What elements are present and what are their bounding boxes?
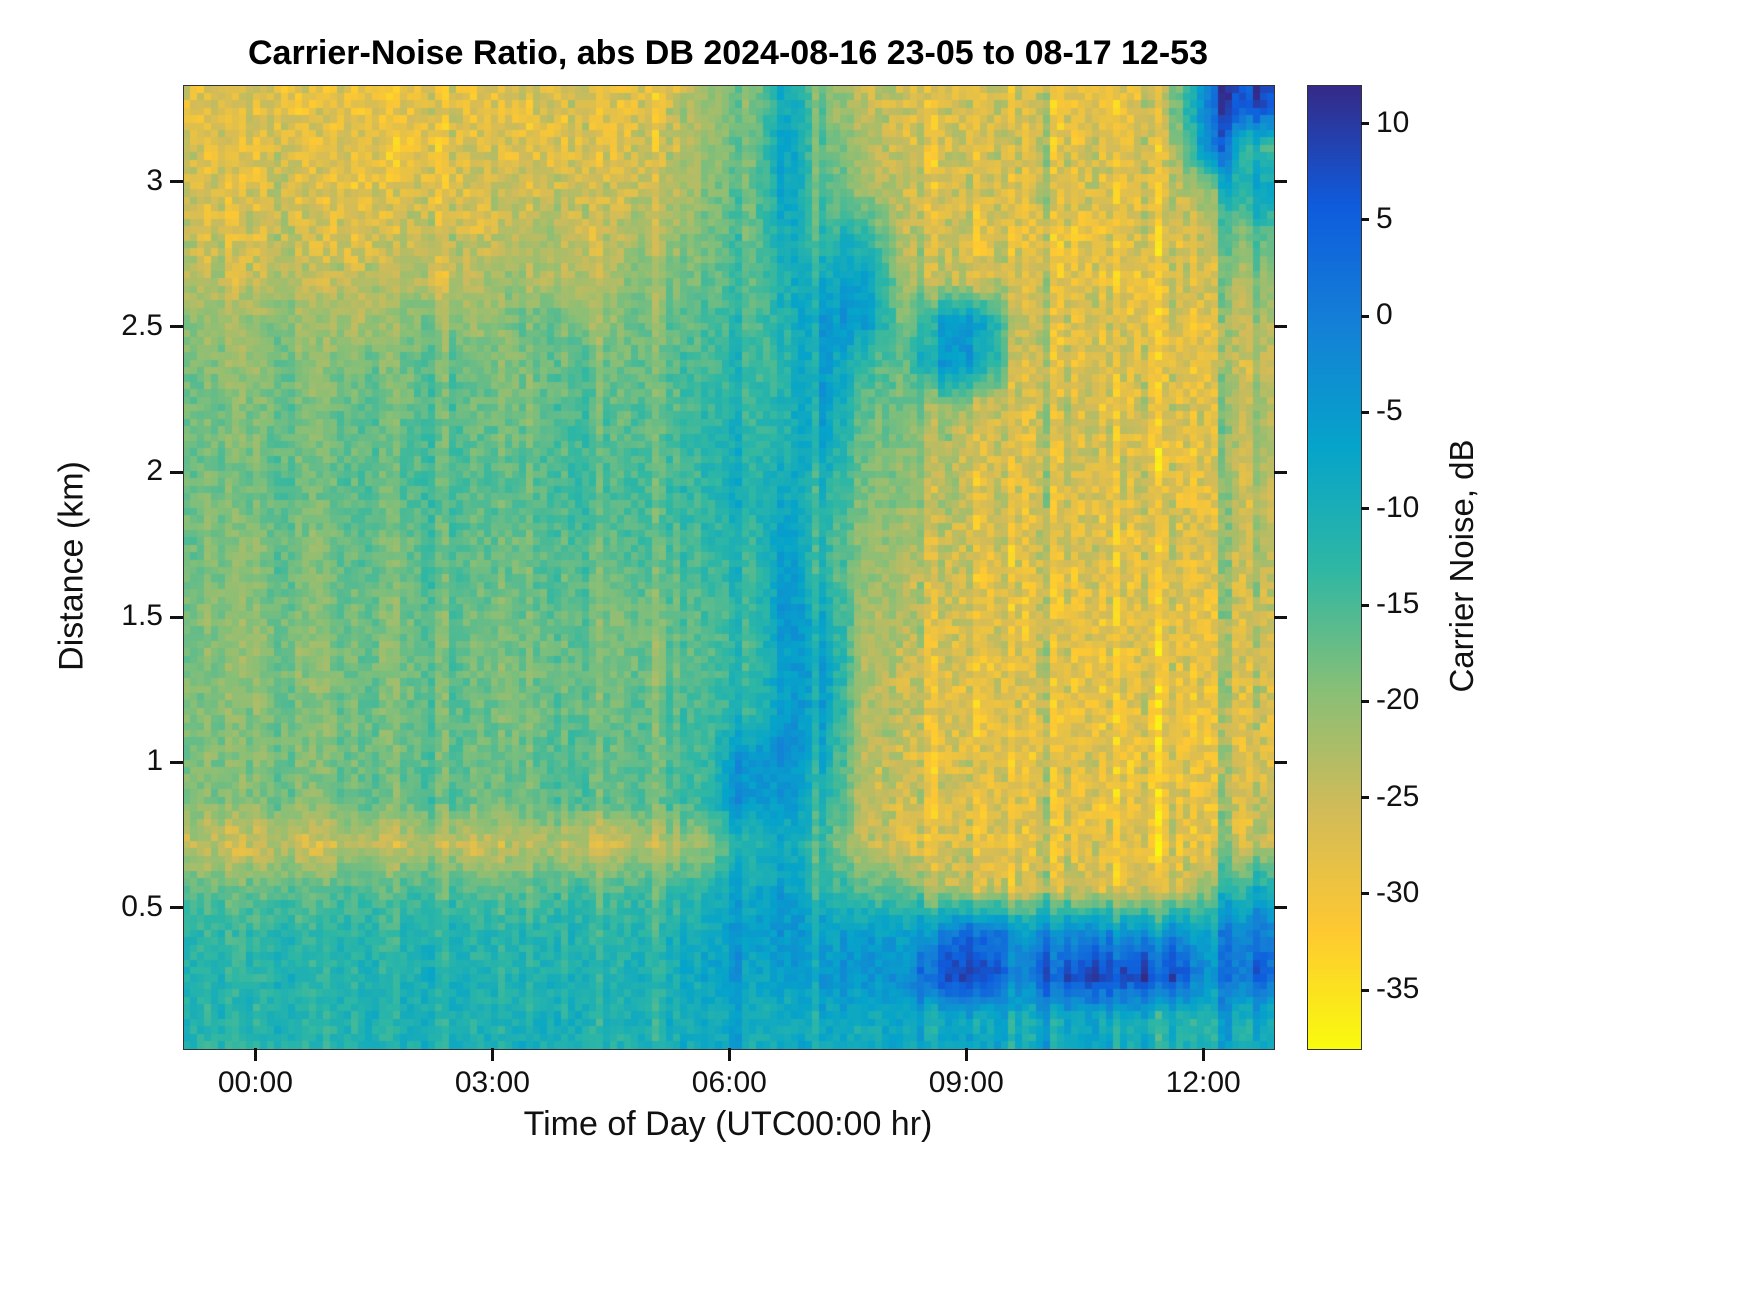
x-tick-mark: [253, 1048, 257, 1061]
colorbar-tick-label: -15: [1376, 587, 1420, 621]
x-tick-label: 09:00: [928, 1066, 1004, 1099]
colorbar-tick-mark: [1361, 218, 1369, 222]
heatmap-canvas: [183, 85, 1275, 1050]
colorbar-tick-mark: [1361, 122, 1369, 126]
colorbar-tick-mark: [1361, 507, 1369, 511]
x-tick-label: 06:00: [691, 1066, 767, 1099]
y-tick-mark: [170, 325, 183, 329]
x-tick-label: 03:00: [454, 1066, 530, 1099]
colorbar-tick-mark: [1361, 410, 1369, 414]
x-tick-mark: [490, 1048, 494, 1061]
colorbar-tick-label: 0: [1376, 298, 1393, 332]
colorbar-tick-label: -35: [1376, 972, 1420, 1006]
colorbar-label: Carrier Noise, dB: [1443, 439, 1480, 693]
y-tick-mark-right: [1274, 470, 1287, 474]
y-tick-label: 2: [146, 454, 163, 488]
colorbar-tick-label: 10: [1376, 105, 1410, 139]
colorbar-tick-label: -30: [1376, 875, 1420, 909]
chart-title: Carrier-Noise Ratio, abs DB 2024-08-16 2…: [247, 34, 1209, 72]
colorbar-tick-label: -20: [1376, 683, 1420, 717]
y-tick-mark: [170, 180, 183, 184]
x-tick-label: 12:00: [1165, 1066, 1241, 1099]
y-tick-label: 1: [146, 744, 163, 778]
colorbar-tick-mark: [1361, 314, 1369, 318]
y-tick-mark-right: [1274, 760, 1287, 764]
colorbar-tick-label: -5: [1376, 394, 1403, 428]
y-axis-label: Distance (km): [52, 461, 91, 671]
y-tick-label: 1.5: [121, 599, 163, 633]
y-tick-mark-right: [1274, 180, 1287, 184]
colorbar-tick-label: -10: [1376, 490, 1420, 524]
y-tick-label: 2.5: [121, 308, 163, 342]
x-tick-mark: [1201, 1048, 1205, 1061]
y-tick-mark-right: [1274, 615, 1287, 619]
y-tick-mark: [170, 615, 183, 619]
colorbar-tick-mark: [1361, 699, 1369, 703]
colorbar-tick-mark: [1361, 988, 1369, 992]
y-tick-mark-right: [1274, 325, 1287, 329]
colorbar-tick-mark: [1361, 796, 1369, 800]
x-axis-label: Time of Day (UTC00:00 hr): [523, 1105, 933, 1143]
y-tick-mark-right: [1274, 906, 1287, 910]
y-tick-label: 0.5: [121, 889, 163, 923]
colorbar-gradient: [1307, 85, 1362, 1050]
y-tick-label: 3: [146, 163, 163, 197]
colorbar-tick-mark: [1361, 603, 1369, 607]
y-tick-mark: [170, 906, 183, 910]
colorbar-tick-label: -25: [1376, 779, 1420, 813]
colorbar-tick-label: 5: [1376, 201, 1393, 235]
x-tick-label: 00:00: [217, 1066, 293, 1099]
y-tick-mark: [170, 470, 183, 474]
y-tick-mark: [170, 760, 183, 764]
x-tick-mark: [964, 1048, 968, 1061]
x-tick-mark: [727, 1048, 731, 1061]
colorbar-tick-mark: [1361, 892, 1369, 896]
